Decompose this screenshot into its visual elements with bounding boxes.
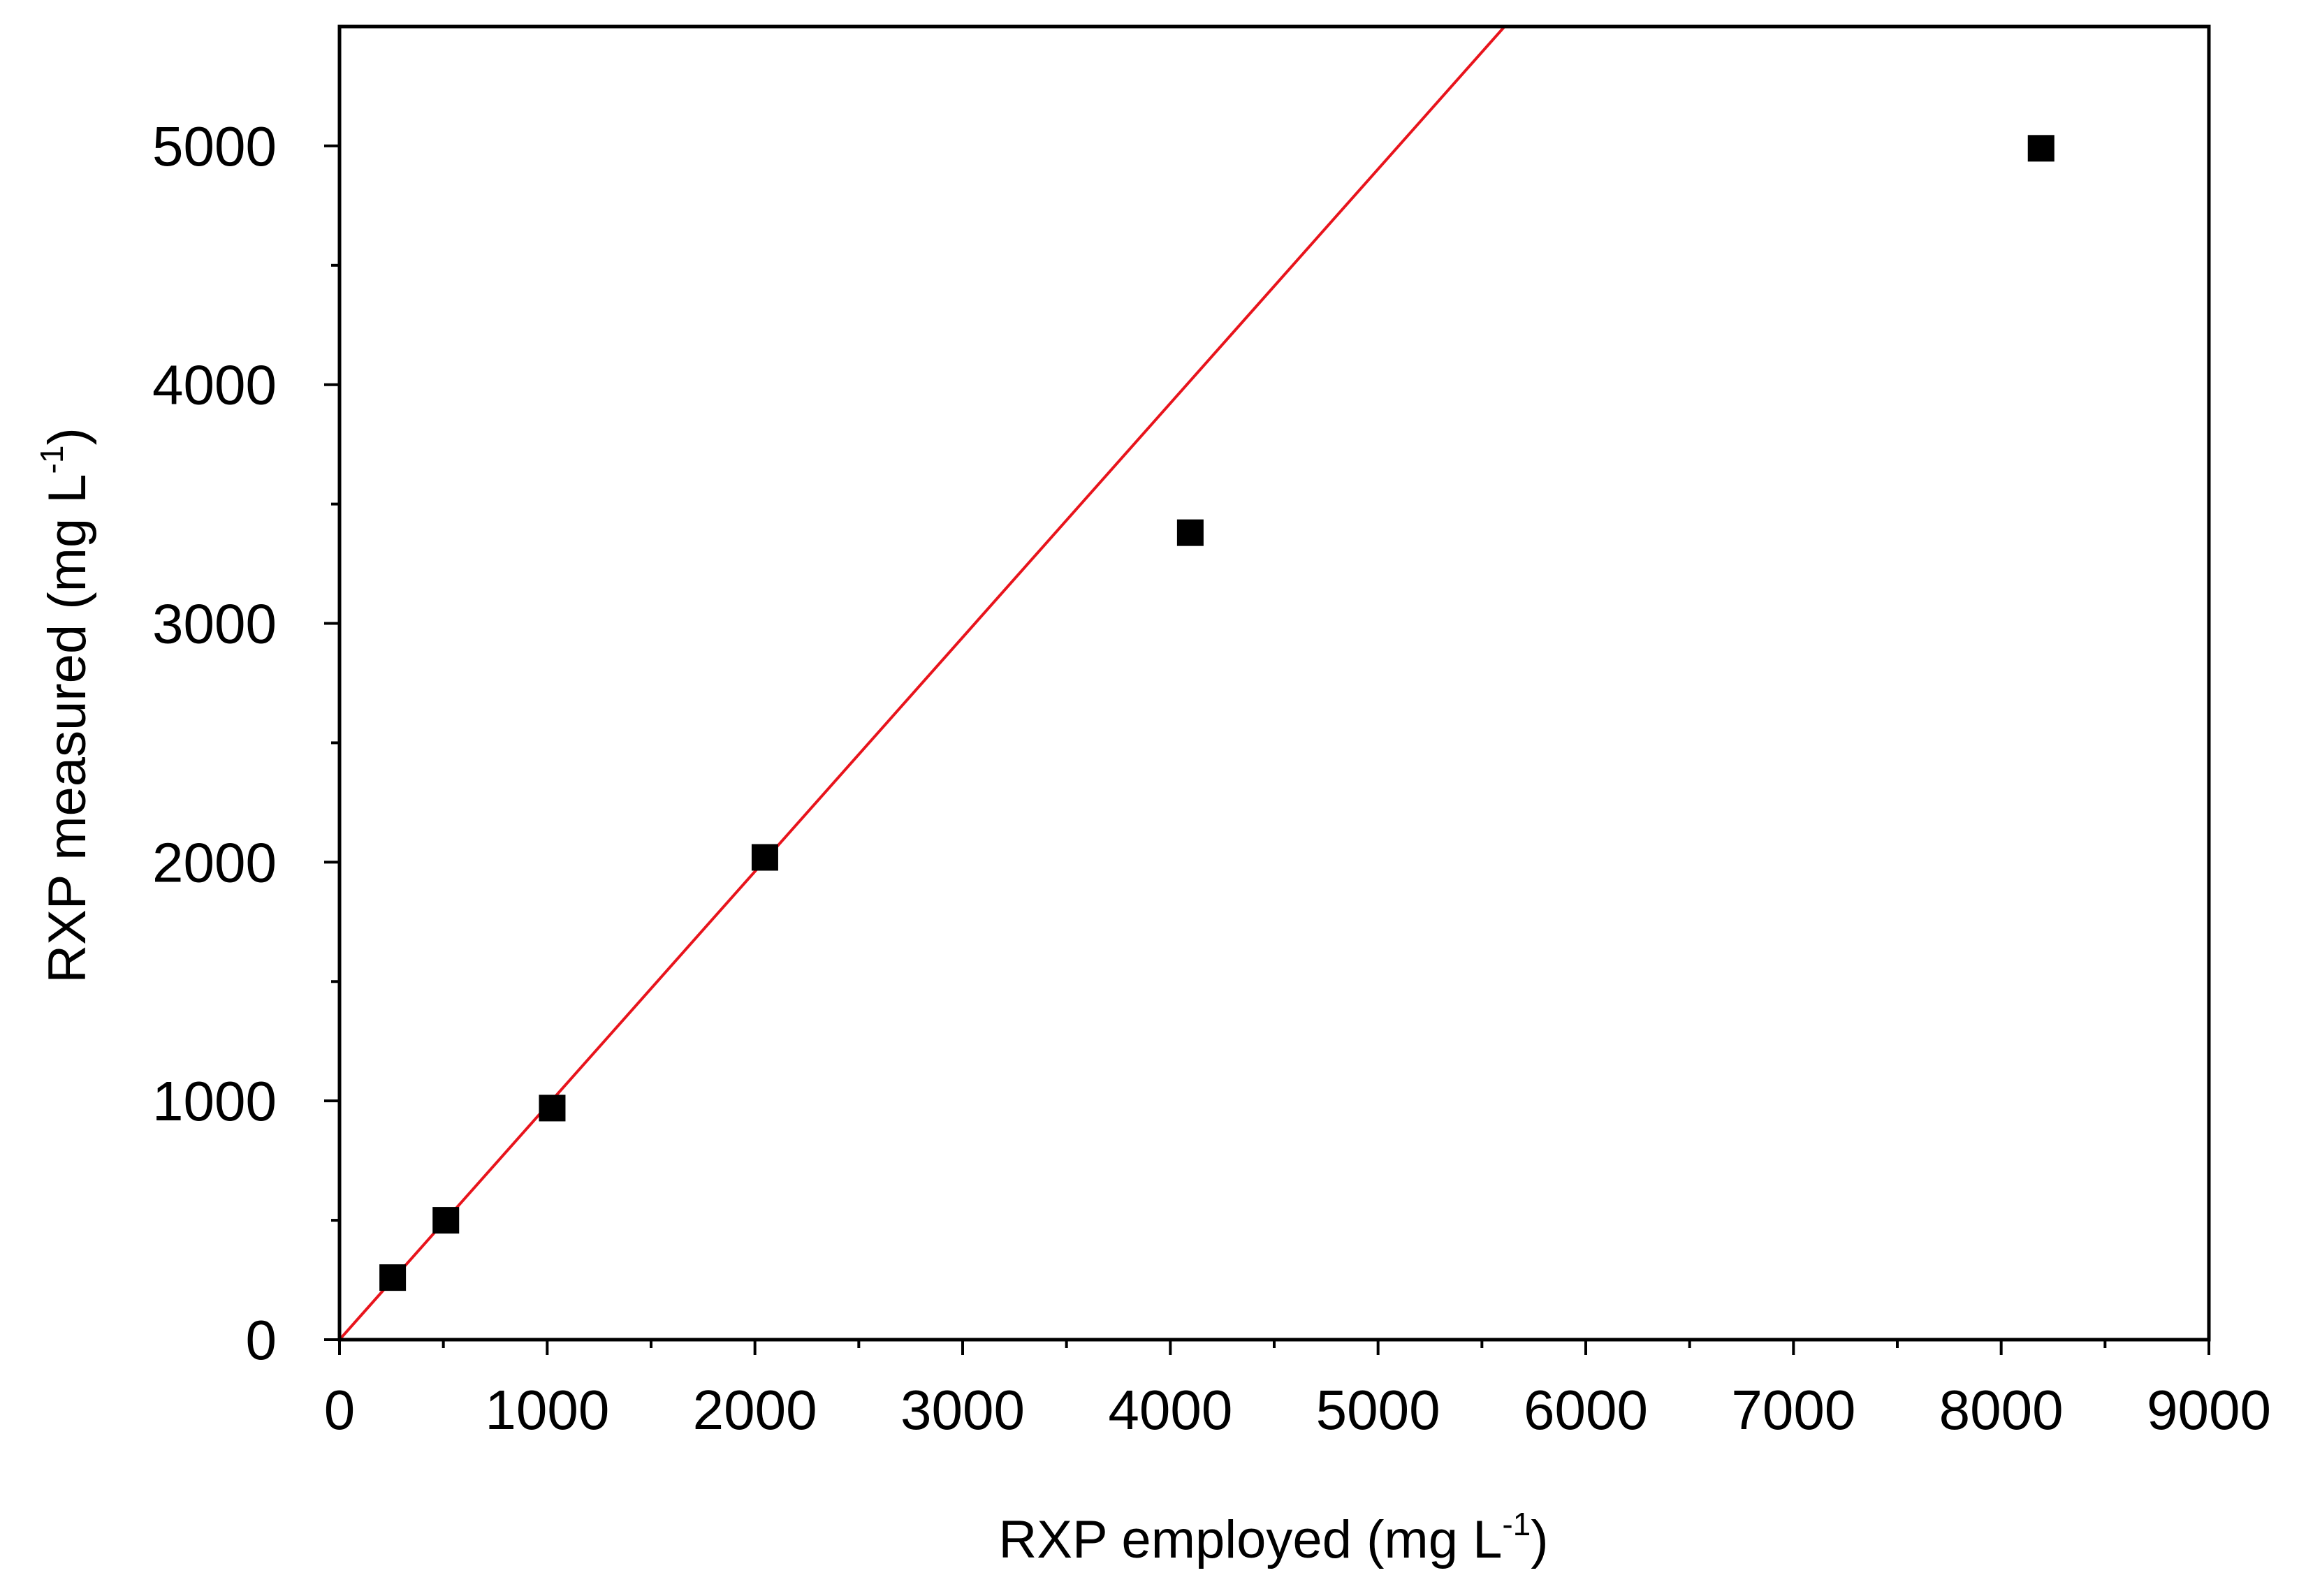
y-tick-label: 5000 — [152, 115, 277, 177]
x-tick-label: 1000 — [485, 1379, 609, 1441]
y-tick-label: 1000 — [152, 1070, 277, 1132]
x-tick-label: 6000 — [1524, 1379, 1648, 1441]
y-tick-label: 0 — [246, 1309, 277, 1371]
x-tick-label: 9000 — [2147, 1379, 2271, 1441]
fit-line — [340, 27, 1506, 1340]
point — [379, 1264, 407, 1291]
x-label-text: RXP employed (mg L — [998, 1510, 1502, 1569]
x-label-suffix: ) — [1531, 1510, 1548, 1569]
x-tick-label: 5000 — [1316, 1379, 1440, 1441]
y-axis-label: RXP measured (mg L-1) — [34, 427, 97, 983]
point — [2027, 135, 2055, 162]
point — [539, 1094, 566, 1122]
point — [751, 844, 778, 871]
y-label-sup: -1 — [34, 446, 70, 474]
x-axis-label: RXP employed (mg L-1) — [998, 1506, 1548, 1569]
y-tick-label: 2000 — [152, 831, 277, 893]
x-tick-label: 3000 — [900, 1379, 1025, 1441]
y-label-text: RXP measured (mg L — [38, 474, 97, 983]
x-tick-label: 4000 — [1108, 1379, 1232, 1441]
point — [432, 1207, 460, 1234]
y-tick-label: 3000 — [152, 593, 277, 655]
plot-frame — [337, 24, 2211, 1342]
x-tick-label: 7000 — [1731, 1379, 1855, 1441]
point — [1176, 519, 1204, 546]
y-label-suffix: ) — [38, 427, 97, 445]
x-label-sup: -1 — [1502, 1506, 1531, 1542]
x-tick-label: 0 — [324, 1379, 356, 1441]
x-tick-label: 8000 — [1939, 1379, 2064, 1441]
x-tick-label: 2000 — [693, 1379, 817, 1441]
y-tick-label: 4000 — [152, 354, 277, 416]
